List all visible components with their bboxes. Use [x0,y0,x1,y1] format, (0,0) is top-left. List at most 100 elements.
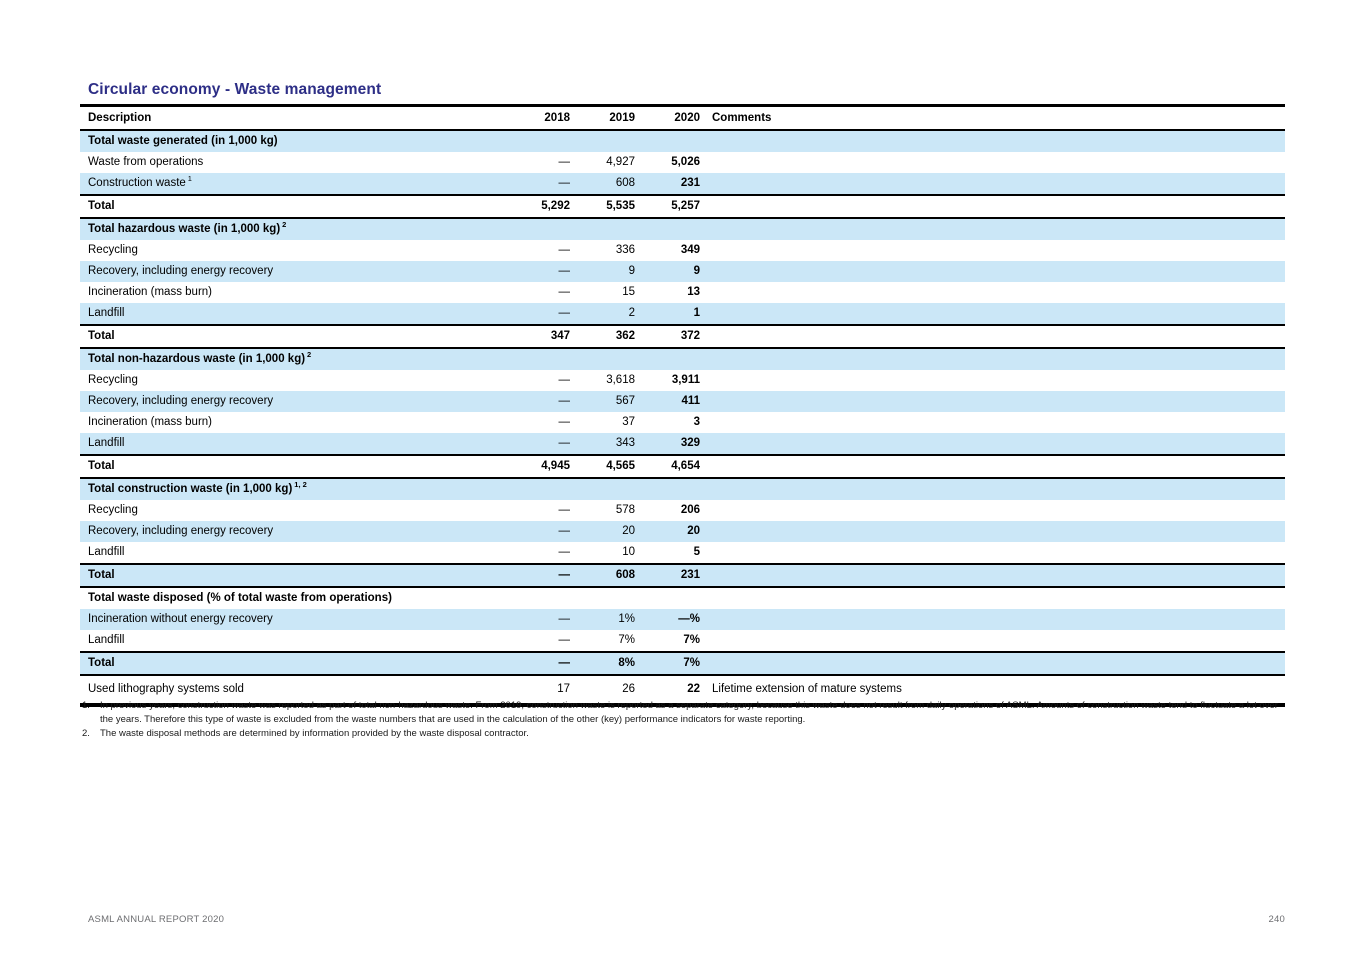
table-row: Landfill — 10 5 [80,542,1285,564]
row-label-text: Total [88,330,115,342]
row-label-text: Recovery, including energy recovery [88,265,274,277]
row-label-text: Total [88,460,115,472]
footnote-item: 2. The waste disposal methods are determi… [82,727,1282,741]
row-comment [700,412,1285,433]
row-label-text: Recycling [88,244,138,256]
row-comment [700,454,1285,479]
row-comment [700,651,1285,676]
total-row: Total —8% 7% [80,651,1285,676]
value-2020: 5 [693,546,700,558]
row-label-text: Total waste generated (in 1,000 kg) [88,135,278,147]
row-label: Incineration (mass burn) [80,282,460,303]
row-comment [700,521,1285,542]
table-row: Used lithography systems sold 17 26 22 Lifet… [80,675,1285,707]
row-comment [700,194,1285,219]
row-comment [700,433,1285,455]
value-2019: 15 [622,286,635,298]
value-2020: 9 [693,265,700,277]
value-2020: 411 [681,395,700,407]
row-label: Incineration (mass burn) [80,412,460,433]
value-2020: 7% [683,634,700,646]
row-label: Total [80,563,460,588]
row-comment [700,630,1285,652]
row-comment [700,500,1285,521]
waste-management-table: Description 2018 2019 2020 Comments Tota… [80,104,1285,707]
row-label-text: Waste from operations [88,156,204,168]
total-row: Total —608 231 [80,563,1285,588]
value-2019: 10 [622,546,635,558]
row-label: Recovery, including energy recovery [80,261,460,282]
row-label-text: Total construction waste (in 1,000 kg) [88,483,293,495]
row-label-text: Landfill [88,307,125,319]
value-2018: — [558,395,571,407]
table-row: Recovery, including energy recovery — 9 9 [80,261,1285,282]
table-row: Landfill — 7% 7% [80,630,1285,652]
column-header-comments: Comments [700,104,1285,131]
value-2020: 22 [635,675,700,707]
value-2020: 231 [680,177,700,189]
value-2019: 37 [622,416,635,428]
value-2020: 3,911 [671,374,700,386]
value-2020: 4,654 [635,454,700,479]
row-label: Total [80,454,460,479]
page-footer: ASML ANNUAL REPORT 2020 240 [88,914,1285,925]
row-label: Total waste generated (in 1,000 kg) [80,130,1285,152]
row-label-text: Landfill [88,437,125,449]
row-label: Recycling [80,240,460,261]
row-label-text: Incineration (mass burn) [88,286,212,298]
table-row: Recycling — 336 349 [80,240,1285,261]
footer-report-name: ASML ANNUAL REPORT 2020 [88,914,225,925]
row-label-text: Recovery, including energy recovery [88,395,274,407]
value-2020: 329 [680,437,700,449]
row-comment [700,152,1285,173]
value-2018: — [558,504,571,516]
table-row: Recovery, including energy recovery — 20 20 [80,521,1285,542]
value-2020: 7% [635,651,700,676]
value-2019: 3,618 [606,374,635,386]
value-2019: 20 [622,525,635,537]
row-comment [700,542,1285,564]
row-label: Total waste disposed (% of total waste f… [80,587,1285,609]
value-2018: — [558,307,571,319]
value-2019: 567 [615,395,635,407]
section-header-row: Total hazardous waste (in 1,000 kg) 2 [80,218,1285,240]
value-2018: — [460,563,570,588]
value-2018: — [558,546,571,558]
table-row: Recycling — 578 206 [80,500,1285,521]
row-label-text: Recovery, including energy recovery [88,525,274,537]
value-2018: — [558,177,571,189]
footnote-reference: 1, 2 [294,480,307,490]
footnote-number: 2. [82,727,90,739]
row-label: Total [80,194,460,219]
row-label: Total [80,324,460,349]
value-2018: — [460,651,570,676]
value-2019: 608 [615,177,635,189]
footer-page-number: 240 [1268,914,1285,925]
footnote-reference: 2 [307,350,312,360]
value-2019: 9 [628,265,635,277]
value-2019: 8% [570,651,635,676]
footnote-reference: 2 [282,220,287,230]
value-2018: — [558,374,571,386]
total-row: Total 347 362 372 [80,324,1285,349]
row-label: Used lithography systems sold [80,675,460,707]
row-label-text: Landfill [88,634,125,646]
value-2020: 5,257 [635,194,700,219]
section-header-row: Total waste generated (in 1,000 kg) [80,130,1285,152]
value-2019: 2 [628,307,635,319]
row-label: Landfill [80,303,460,325]
table-row: Incineration (mass burn) — 15 13 [80,282,1285,303]
footnotes: 1. In previous years, construction waste … [82,699,1282,741]
value-2018: 347 [460,324,570,349]
total-row: Total 4,945 4,565 4,654 [80,454,1285,479]
row-comment [700,261,1285,282]
row-label-text: Total hazardous waste (in 1,000 kg) [88,223,281,235]
column-header-2019: 2019 [570,104,635,131]
value-2018: — [558,265,571,277]
row-label-text: Total non-hazardous waste (in 1,000 kg) [88,353,306,365]
row-label-text: Recycling [88,504,138,516]
section-header-row: Total non-hazardous waste (in 1,000 kg) 2 [80,348,1285,370]
value-2018: 17 [460,675,570,707]
table-row: Recovery, including energy recovery — 567 4… [80,391,1285,412]
